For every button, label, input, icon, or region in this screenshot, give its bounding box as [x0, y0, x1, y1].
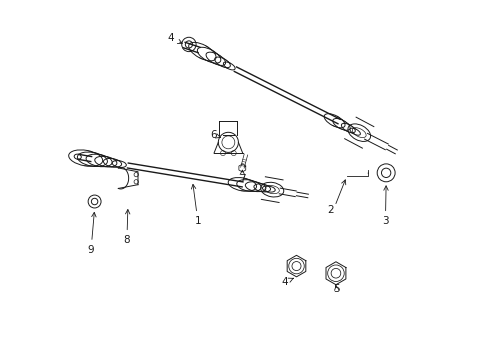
Text: 7: 7 — [239, 170, 245, 184]
Text: 5: 5 — [333, 284, 339, 294]
Text: 2: 2 — [326, 206, 333, 216]
Text: 4: 4 — [281, 277, 293, 287]
Text: 3: 3 — [381, 186, 388, 226]
Text: 9: 9 — [87, 212, 96, 255]
Text: 8: 8 — [123, 210, 130, 245]
Text: 4: 4 — [167, 33, 182, 44]
Text: 1: 1 — [191, 184, 201, 226]
Text: 6: 6 — [210, 130, 220, 140]
